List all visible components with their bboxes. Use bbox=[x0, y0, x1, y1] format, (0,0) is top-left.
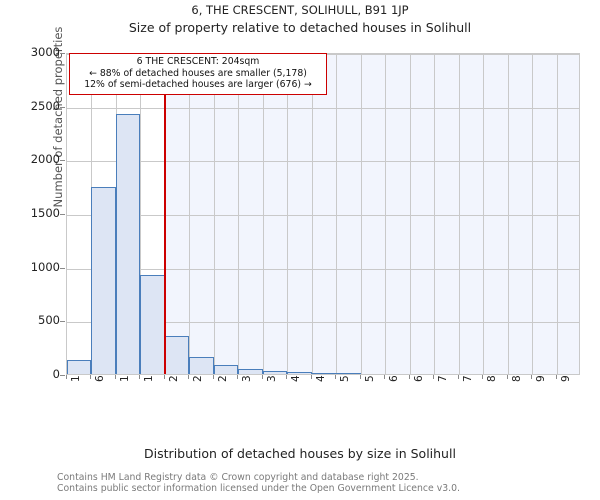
gridline-vertical bbox=[238, 54, 240, 374]
y-axis-tick-label: 3000 bbox=[30, 45, 60, 59]
x-axis-tick-mark bbox=[66, 375, 67, 379]
histogram-bar bbox=[262, 370, 288, 374]
y-axis-tick-mark bbox=[60, 214, 65, 215]
x-axis-tick-mark bbox=[408, 375, 410, 379]
gridline-vertical bbox=[458, 54, 460, 374]
y-axis-tick-label: 0 bbox=[52, 367, 60, 381]
x-axis-title: Distribution of detached houses by size … bbox=[144, 446, 456, 461]
x-axis-tick-mark bbox=[114, 375, 116, 379]
x-axis-tick-mark bbox=[482, 375, 484, 379]
y-axis-tick-mark bbox=[60, 321, 65, 323]
gridline-vertical bbox=[360, 54, 362, 374]
larger-region-shading bbox=[164, 54, 579, 374]
histogram-bar bbox=[189, 356, 214, 374]
gridline-horizontal bbox=[67, 107, 579, 109]
gridline-vertical bbox=[213, 54, 215, 374]
x-axis-tick-mark bbox=[433, 375, 435, 379]
x-axis-tick-mark bbox=[139, 375, 141, 379]
subject-property-annotation: 6 THE CRESCENT: 204sqm ← 88% of detached… bbox=[69, 53, 327, 95]
x-axis-tick-mark bbox=[531, 375, 533, 379]
plot-area bbox=[66, 53, 580, 375]
x-axis-tick-mark bbox=[212, 375, 214, 379]
histogram-bar bbox=[311, 372, 337, 374]
subject-property-marker-line bbox=[163, 54, 166, 374]
y-axis-tick-mark bbox=[60, 53, 65, 54]
gridline-vertical bbox=[262, 54, 264, 374]
y-axis-tick-label: 1500 bbox=[30, 206, 60, 220]
gridline-vertical bbox=[434, 54, 436, 374]
x-axis-tick-mark bbox=[90, 375, 92, 379]
histogram-bar bbox=[164, 335, 190, 374]
gridline-vertical bbox=[556, 54, 558, 374]
y-axis-tick-label: 2000 bbox=[30, 152, 60, 167]
histogram-bar bbox=[213, 365, 239, 374]
annotation-line-3: 12% of semi-detached houses are larger (… bbox=[84, 79, 312, 90]
chart-title: 6, THE CRESCENT, SOLIHULL, B91 1JP bbox=[191, 3, 409, 17]
y-axis-tick-label: 500 bbox=[38, 313, 60, 328]
gridline-vertical bbox=[336, 54, 338, 374]
gridline-horizontal bbox=[67, 161, 579, 163]
gridline-vertical bbox=[287, 54, 289, 374]
y-axis-tick-mark bbox=[60, 375, 65, 376]
x-axis-tick-mark bbox=[261, 375, 263, 379]
x-axis-tick-mark bbox=[359, 375, 361, 379]
gridline-vertical bbox=[385, 54, 387, 374]
histogram-bar bbox=[115, 113, 141, 374]
gridline-horizontal bbox=[67, 268, 579, 270]
gridline-vertical bbox=[483, 54, 485, 374]
gridline-vertical bbox=[140, 54, 142, 374]
gridline-vertical bbox=[409, 54, 411, 374]
x-axis-tick-mark bbox=[163, 375, 165, 379]
y-axis-tick-label: 2500 bbox=[30, 98, 60, 113]
x-axis-tick-mark bbox=[310, 375, 312, 379]
attribution-footer: Contains HM Land Registry data © Crown c… bbox=[57, 472, 577, 494]
gridline-vertical bbox=[189, 54, 191, 374]
footer-line-2: Contains public sector information licen… bbox=[57, 483, 460, 494]
x-axis-tick-mark bbox=[286, 375, 288, 379]
x-axis-tick-mark bbox=[506, 375, 508, 379]
histogram-bar bbox=[238, 369, 263, 374]
y-axis-tick-label: 1000 bbox=[30, 259, 60, 274]
x-axis-tick-mark bbox=[555, 375, 557, 379]
gridline-vertical bbox=[532, 54, 534, 374]
gridline-horizontal bbox=[67, 322, 579, 324]
chart-subtitle: Size of property relative to detached ho… bbox=[128, 20, 472, 35]
footer-line-1: Contains HM Land Registry data © Crown c… bbox=[57, 472, 419, 483]
gridline-vertical bbox=[507, 54, 509, 374]
x-axis-tick-mark bbox=[457, 375, 459, 379]
x-axis-tick-mark bbox=[384, 375, 386, 379]
annotation-line-2: ← 88% of detached houses are smaller (5,… bbox=[89, 67, 307, 79]
y-axis-title: Number of detached properties bbox=[51, 26, 65, 208]
x-axis-tick-mark bbox=[188, 375, 190, 379]
annotation-line-1: 6 THE CRESCENT: 204sqm bbox=[136, 56, 260, 67]
histogram-bar bbox=[91, 186, 116, 374]
x-axis-tick-mark bbox=[335, 375, 337, 379]
histogram-bar bbox=[67, 360, 92, 374]
histogram-bar bbox=[336, 372, 361, 374]
y-axis-tick-mark bbox=[60, 106, 65, 108]
y-axis-tick-mark bbox=[60, 267, 65, 269]
x-axis-tick-mark bbox=[237, 375, 239, 379]
gridline-horizontal bbox=[67, 215, 579, 216]
gridline-vertical bbox=[311, 54, 313, 374]
histogram-bar bbox=[140, 274, 165, 374]
histogram-bar bbox=[287, 371, 312, 374]
y-axis-tick-mark bbox=[60, 160, 65, 162]
